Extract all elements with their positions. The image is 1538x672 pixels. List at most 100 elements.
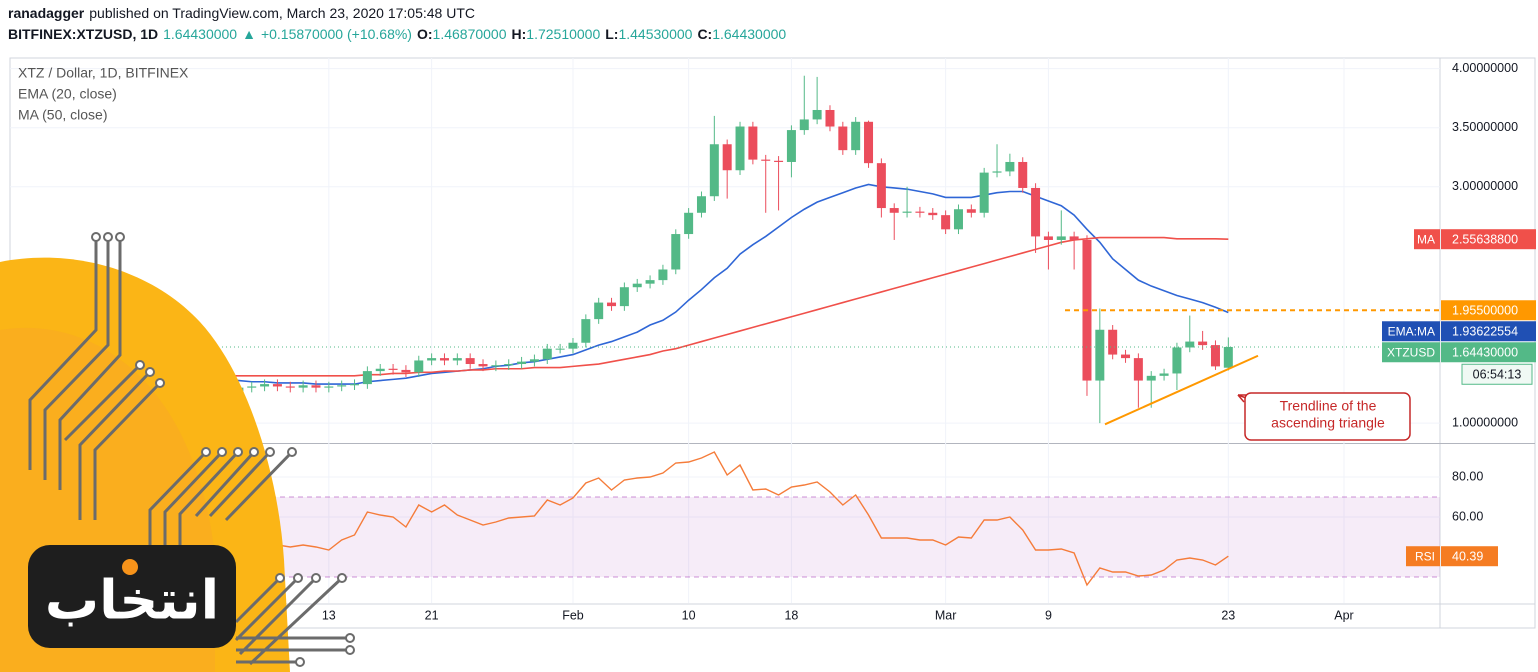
candle-body bbox=[966, 209, 976, 213]
candle-body bbox=[992, 171, 1002, 173]
price-label: 1.64430000 bbox=[1452, 346, 1518, 360]
price-tag-box bbox=[1382, 321, 1440, 342]
rsi-line bbox=[122, 451, 1229, 587]
candle-body bbox=[684, 212, 694, 235]
x-tick-label: 13 bbox=[322, 608, 336, 622]
user: ranadagger bbox=[8, 5, 85, 21]
symbol-line: BITFINEX:XTZUSD, 1D 1.64430000 ▲ +0.1587000… bbox=[8, 24, 791, 45]
candle-body bbox=[350, 384, 360, 386]
candle-body bbox=[864, 121, 874, 164]
candle-body bbox=[889, 208, 899, 213]
y-tick-label: 1.00000000 bbox=[1452, 415, 1518, 429]
watermark-logo: انتخاب bbox=[0, 232, 355, 672]
logo-text: انتخاب bbox=[45, 569, 219, 632]
candle-body bbox=[337, 385, 347, 387]
candle-body bbox=[761, 159, 771, 161]
logo-badge bbox=[28, 545, 236, 648]
candle-body bbox=[324, 386, 334, 388]
price-tag: XTZUSD bbox=[1387, 345, 1435, 359]
candle-body bbox=[542, 348, 552, 360]
candle-body bbox=[1056, 236, 1066, 240]
annotation-arrowhead bbox=[1237, 394, 1247, 403]
candle-body bbox=[1005, 161, 1015, 172]
y-tick-label: 3.50000000 bbox=[1452, 120, 1518, 134]
candle-body bbox=[722, 144, 732, 171]
candle-body bbox=[375, 368, 385, 372]
y-tick-label: 60.00 bbox=[1452, 509, 1483, 523]
candle-body bbox=[529, 359, 539, 362]
candle-body bbox=[619, 287, 629, 307]
candle-body bbox=[517, 361, 527, 365]
candle-body bbox=[876, 163, 886, 209]
price-tag: EMA:MA bbox=[1388, 324, 1435, 338]
y-tick-label: 4.00000000 bbox=[1452, 61, 1518, 75]
ohlc-label: L: bbox=[605, 26, 619, 42]
candle-body bbox=[915, 211, 925, 213]
candle-body bbox=[1031, 187, 1041, 237]
price-label: 1.93622554 bbox=[1452, 325, 1518, 339]
price-tag-box bbox=[1382, 342, 1440, 363]
logo-circuit bbox=[28, 237, 350, 666]
price-tag-box bbox=[1414, 229, 1440, 250]
candle-body bbox=[504, 364, 514, 366]
candle-body bbox=[979, 172, 989, 213]
indicator-line bbox=[123, 236, 1229, 377]
legend-entry: MA (50, close) bbox=[18, 107, 107, 123]
candle-body bbox=[1198, 341, 1208, 346]
candle-body bbox=[838, 126, 848, 151]
candle-body bbox=[414, 360, 424, 373]
ohlc: O:1.46870000 H:1.72510000 L:1.44530000 C:1.… bbox=[417, 26, 791, 42]
price-label-box bbox=[1441, 321, 1536, 342]
x-tick-label: 21 bbox=[425, 608, 439, 622]
x-tick-label: Mar bbox=[935, 608, 957, 622]
ohlc-value: 1.46870000 bbox=[432, 26, 507, 42]
candle-body bbox=[1095, 329, 1105, 381]
x-tick-label: Feb bbox=[562, 608, 584, 622]
trendline bbox=[1104, 354, 1259, 426]
ohlc-value: 1.44530000 bbox=[618, 26, 693, 42]
price-label-box bbox=[1441, 546, 1498, 567]
candle-body bbox=[311, 385, 321, 388]
ohlc-label: C: bbox=[697, 26, 713, 42]
candle-body bbox=[1159, 373, 1169, 376]
candle-body bbox=[478, 364, 488, 367]
price-label: 1.95500000 bbox=[1452, 304, 1518, 318]
x-tick-label: Apr bbox=[1334, 608, 1353, 622]
candle-body bbox=[928, 212, 938, 216]
candle-body bbox=[799, 119, 809, 131]
candle-body bbox=[362, 371, 372, 385]
candle-body bbox=[260, 384, 270, 387]
candle-body bbox=[1018, 161, 1028, 188]
candle-body bbox=[555, 348, 565, 350]
price-label: 2.55638800 bbox=[1452, 232, 1518, 246]
candle-body bbox=[581, 319, 591, 343]
candle-body bbox=[427, 358, 437, 361]
x-tick-label: 9 bbox=[1045, 608, 1052, 622]
published: published on TradingView.com, March 23, … bbox=[89, 5, 476, 21]
annotation-text: Trendline of the bbox=[1280, 398, 1377, 414]
candle-body bbox=[452, 358, 462, 361]
candle-body bbox=[247, 386, 257, 388]
candle-body bbox=[1210, 345, 1220, 367]
ohlc-label: O: bbox=[416, 26, 433, 42]
candle-body bbox=[401, 369, 411, 373]
logo-coin bbox=[122, 559, 138, 575]
candle-body bbox=[1133, 358, 1143, 381]
annotation-text: ascending triangle bbox=[1271, 415, 1385, 431]
candle-body bbox=[1172, 347, 1182, 374]
candle-body bbox=[1121, 354, 1131, 359]
countdown-box bbox=[1461, 363, 1533, 385]
price-tag: RSI bbox=[1415, 549, 1435, 563]
candle-body bbox=[671, 234, 681, 270]
candle-body bbox=[607, 302, 617, 307]
candle-body bbox=[696, 196, 706, 213]
last-price: 1.64430000 bbox=[163, 26, 238, 42]
candle-body bbox=[1146, 375, 1156, 381]
indicator-line bbox=[123, 183, 1229, 385]
candle-body bbox=[1185, 341, 1195, 348]
candle-body bbox=[735, 126, 745, 171]
candle-body bbox=[285, 386, 295, 388]
ohlc-label: H: bbox=[511, 26, 527, 42]
